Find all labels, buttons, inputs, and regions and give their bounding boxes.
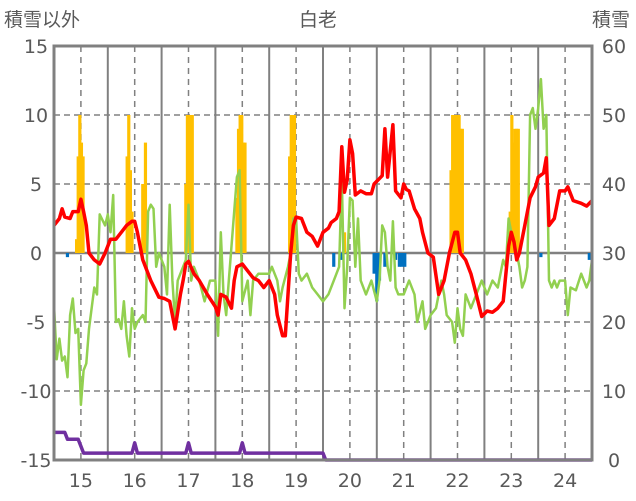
plot-frame [52, 44, 594, 462]
right-tick-label: 0 [608, 450, 620, 472]
right-tick-label: 60 [602, 36, 626, 58]
x-tick-label: 15 [69, 470, 93, 492]
blue-bar [397, 253, 401, 267]
left-tick-label: -15 [20, 450, 51, 472]
x-tick-label: 22 [445, 470, 469, 492]
orange-bar [125, 156, 129, 253]
right-tick-label: 20 [602, 312, 626, 334]
chart-title: 白老 [299, 9, 337, 31]
orange-bar [460, 128, 464, 253]
orange-bar [130, 211, 134, 253]
orange-bar [236, 128, 241, 253]
green-series-line [52, 77, 594, 407]
orange-bar [189, 115, 193, 253]
orange-bar [288, 156, 292, 253]
x-tick-label: 16 [123, 470, 147, 492]
purple-series-line [54, 430, 592, 462]
orange-bar [449, 170, 453, 253]
orange-bar [457, 115, 461, 253]
orange-bar [235, 197, 239, 253]
orange-bar [342, 232, 347, 253]
blue-bar [375, 253, 379, 302]
blue-bar [332, 253, 336, 267]
x-tick-label: 23 [499, 470, 523, 492]
orange-bar [143, 142, 148, 253]
left-axis-label: 積雪以外 [4, 9, 80, 31]
left-tick-label: 15 [24, 36, 48, 58]
right-tick-label: 30 [602, 243, 626, 265]
orange-bar [291, 115, 295, 253]
blue-bar [394, 253, 398, 260]
orange-bar [513, 128, 517, 253]
orange-bar [459, 128, 463, 253]
blue-bar [340, 253, 344, 260]
x-tick-label: 17 [176, 470, 200, 492]
orange-bar [451, 115, 455, 253]
blue-bar [383, 253, 387, 267]
blue-bar [587, 253, 591, 260]
orange-bar [515, 128, 519, 253]
orange-bar [454, 115, 458, 253]
left-tick-label: -5 [27, 312, 46, 334]
orange-bar [243, 142, 247, 253]
orange-bar [241, 142, 245, 253]
x-tick-label: 18 [230, 470, 254, 492]
orange-bar [292, 115, 297, 253]
orange-bar [510, 115, 514, 253]
orange-bar [78, 115, 82, 253]
orange-bar [127, 115, 131, 253]
blue-bar [539, 253, 543, 258]
left-tick-label: 5 [30, 174, 42, 196]
blue-bar [372, 253, 376, 274]
x-tick-label: 20 [338, 470, 362, 492]
right-tick-label: 40 [602, 174, 626, 196]
orange-bar [190, 115, 194, 253]
blue-bar [403, 253, 407, 267]
orange-bar [516, 128, 520, 253]
right-axis-label: 積雪 [592, 9, 630, 31]
orange-bar [141, 184, 145, 253]
blue-bar [65, 253, 70, 258]
orange-bar [289, 115, 293, 253]
orange-bar [187, 115, 191, 253]
orange-bar [452, 115, 456, 253]
right-tick-label: 50 [602, 105, 626, 127]
orange-bar [74, 239, 79, 253]
orange-bar [185, 115, 190, 253]
red-series-line [52, 122, 594, 338]
left-tick-label: -10 [20, 381, 51, 403]
x-tick-label: 19 [284, 470, 308, 492]
orange-bar [511, 142, 516, 253]
orange-bar [128, 170, 132, 253]
x-tick-label: 21 [392, 470, 416, 492]
orange-bar [184, 184, 188, 253]
orange-bar [240, 115, 244, 253]
right-tick-label: 10 [602, 381, 626, 403]
blue-bar [400, 253, 404, 267]
orange-bar [455, 115, 460, 253]
x-tick-label: 24 [553, 470, 577, 492]
left-tick-label: 0 [30, 243, 42, 265]
left-tick-label: 10 [24, 105, 48, 127]
